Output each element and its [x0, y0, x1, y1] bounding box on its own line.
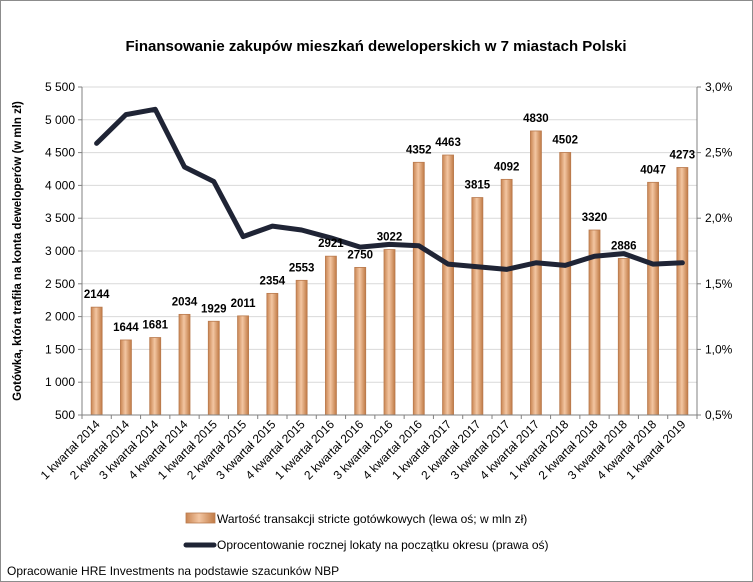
legend: Wartość transakcji stricte gotówkowych (…: [183, 512, 549, 552]
y-axis-left-label: Gotówka, która trafiła na konta dewelope…: [12, 101, 24, 401]
source-note: Opracowanie HRE Investments na podstawie…: [7, 564, 339, 578]
bar: [207, 320, 220, 416]
y-left-tick-label: 4 000: [45, 178, 75, 192]
data-label: 4047: [640, 164, 666, 176]
bar: [471, 197, 484, 416]
data-label: 3815: [465, 180, 491, 192]
y-right-tick-label: 3,0%: [705, 80, 733, 94]
data-label: 1644: [113, 322, 139, 334]
bar: [354, 266, 367, 416]
data-label: 1681: [142, 320, 168, 332]
y-left-tick-label: 1 500: [45, 342, 75, 356]
bar: [442, 154, 454, 416]
data-label: 2886: [611, 240, 637, 252]
data-label: 4352: [406, 144, 432, 156]
bar-series: [90, 130, 689, 416]
y-right-tick-label: 2,0%: [705, 211, 733, 225]
bar: [412, 161, 425, 416]
y-left-tick-label: 500: [55, 408, 75, 422]
data-label: 2011: [231, 298, 257, 310]
bar: [383, 249, 396, 416]
y-right-tick-label: 0,5%: [705, 408, 733, 422]
bar: [237, 315, 249, 416]
legend-line-label: Oprocentowanie rocznej lokaty na początk…: [217, 538, 549, 552]
data-label: 4830: [523, 113, 549, 125]
bar: [530, 130, 542, 416]
bar: [676, 167, 689, 416]
data-label: 2921: [318, 238, 344, 250]
y-left-tick-label: 1 000: [45, 375, 75, 389]
legend-bar-label: Wartość transakcji stricte gotówkowych (…: [217, 512, 527, 526]
line-series: [94, 106, 685, 272]
y-left-tick-label: 2 000: [45, 310, 75, 324]
bar: [559, 152, 572, 416]
data-label: 4502: [552, 134, 578, 146]
bar: [617, 258, 630, 416]
y-left-tick-label: 2 500: [45, 277, 75, 291]
bar: [647, 181, 659, 416]
data-label: 2750: [347, 249, 373, 261]
data-label: 2144: [84, 289, 110, 301]
data-label: 2354: [260, 275, 286, 287]
data-label: 2034: [172, 296, 198, 308]
chart-title: Finansowanie zakupów mieszkań dewelopers…: [125, 38, 626, 55]
data-label: 2553: [289, 262, 315, 274]
bar: [120, 339, 132, 416]
data-label: 4463: [435, 137, 461, 149]
y-right-tick-label: 1,0%: [705, 342, 733, 356]
y-left-tick-label: 5 500: [45, 80, 75, 94]
data-label: 4273: [670, 149, 696, 161]
bar: [325, 255, 337, 416]
bar: [295, 279, 308, 416]
y-left-tick-label: 5 000: [45, 113, 75, 127]
data-label: 1929: [201, 303, 227, 315]
data-label: 3320: [582, 212, 608, 224]
data-label: 4092: [494, 161, 520, 173]
y-right-tick-label: 2,5%: [705, 146, 733, 160]
legend-bar-swatch: [185, 512, 216, 524]
y-left-tick-label: 4 500: [45, 146, 75, 160]
bar: [90, 306, 103, 416]
y-left-tick-label: 3 500: [45, 211, 75, 225]
data-label: 3022: [377, 232, 403, 244]
deposit-rate-line: [94, 106, 685, 272]
bar: [500, 178, 513, 416]
y-right-tick-label: 1,5%: [705, 277, 733, 291]
y-left-tick-label: 3 000: [45, 244, 75, 258]
bar: [149, 337, 162, 416]
bar: [178, 313, 191, 416]
bar: [266, 292, 279, 416]
